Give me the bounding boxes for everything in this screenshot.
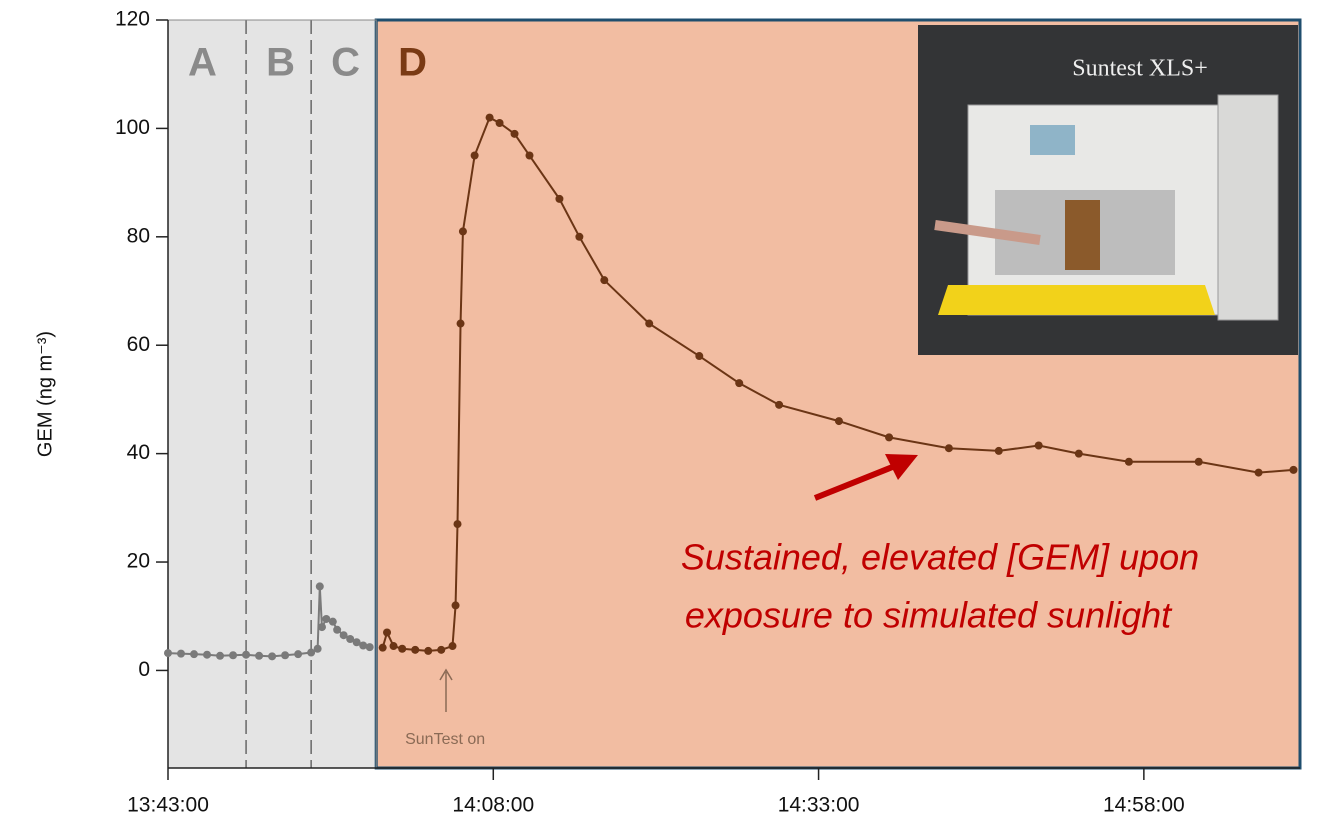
data-point <box>456 319 465 328</box>
data-point <box>458 227 467 236</box>
data-point <box>203 650 212 659</box>
region-label: A <box>188 41 217 85</box>
machine-screen <box>1030 125 1075 155</box>
annotation-text: exposure to simulated sunlight <box>685 595 1173 636</box>
y-tick-label: 20 <box>127 550 150 573</box>
data-point <box>229 651 238 660</box>
data-point <box>294 650 303 659</box>
data-point <box>346 634 355 643</box>
y-tick-label: 60 <box>127 333 150 356</box>
data-point <box>510 129 519 138</box>
y-tick-label: 100 <box>115 116 150 139</box>
machine-tray <box>938 285 1215 315</box>
region-label: D <box>398 41 427 85</box>
data-point <box>448 642 457 651</box>
data-point <box>470 151 479 160</box>
data-point <box>453 520 462 529</box>
x-tick-label: 14:08:00 <box>452 794 534 817</box>
data-point <box>885 433 894 442</box>
data-point <box>328 617 337 626</box>
data-point <box>389 642 398 651</box>
data-point <box>352 638 361 647</box>
data-point <box>555 194 564 203</box>
data-point <box>268 652 277 661</box>
region-label: C <box>331 41 360 85</box>
annotation-arrowhead <box>885 454 918 480</box>
bottle <box>1065 200 1100 270</box>
data-point <box>437 645 446 654</box>
data-point <box>775 400 784 409</box>
data-point <box>485 113 494 122</box>
data-point <box>216 651 225 660</box>
data-point <box>315 582 324 591</box>
data-point <box>600 276 609 285</box>
data-point <box>398 644 407 653</box>
data-point <box>1034 441 1043 450</box>
data-point <box>575 232 584 241</box>
data-point <box>645 319 654 328</box>
data-point <box>411 645 420 654</box>
data-point <box>322 614 331 623</box>
data-point <box>1194 457 1203 466</box>
data-point <box>1124 457 1133 466</box>
region <box>311 20 377 768</box>
data-point <box>834 417 843 426</box>
data-point <box>378 643 387 652</box>
data-point <box>359 641 368 650</box>
data-point <box>339 631 348 640</box>
data-point <box>1254 468 1263 477</box>
inset-title: Suntest XLS+ <box>1072 56 1208 82</box>
data-point <box>1289 465 1298 474</box>
data-point <box>525 151 534 160</box>
data-point <box>281 651 290 660</box>
data-point <box>242 650 251 659</box>
data-point <box>695 352 704 361</box>
y-axis-label: GEM (ng m⁻³) <box>34 331 56 457</box>
y-tick-label: 80 <box>127 224 150 247</box>
data-point <box>495 118 504 127</box>
data-point <box>177 649 186 658</box>
inset-arrow <box>934 220 1041 245</box>
data-point <box>365 643 374 652</box>
data-point <box>333 625 342 634</box>
y-tick-label: 40 <box>127 441 150 464</box>
x-tick-label: 14:58:00 <box>1103 794 1185 817</box>
data-point <box>190 650 199 659</box>
region <box>168 20 247 768</box>
data-point <box>383 628 392 637</box>
y-tick-label: 120 <box>115 8 150 31</box>
data-point <box>164 649 172 658</box>
machine-side <box>1217 94 1279 321</box>
x-tick-label: 14:33:00 <box>778 794 860 817</box>
inset-photo: Suntest XLS+ <box>918 25 1298 355</box>
annotation-arrow <box>813 463 897 501</box>
region <box>246 20 312 768</box>
annotation-text: Sustained, elevated [GEM] upon <box>681 537 1199 578</box>
data-point <box>255 651 264 660</box>
suntest-arrowhead <box>439 668 453 681</box>
x-tick-label: 13:43:00 <box>127 794 209 817</box>
data-point <box>317 623 326 632</box>
data-point <box>451 601 460 610</box>
data-point <box>944 444 953 453</box>
data-point <box>307 648 316 657</box>
y-tick-label: 0 <box>138 658 150 681</box>
data-point <box>313 644 322 653</box>
data-point <box>424 646 433 655</box>
data-point <box>1074 449 1083 458</box>
region-label: B <box>266 41 295 85</box>
data-point <box>994 446 1003 455</box>
suntest-label: SunTest on <box>405 731 485 748</box>
series-line <box>381 116 1294 652</box>
data-point <box>735 379 744 388</box>
